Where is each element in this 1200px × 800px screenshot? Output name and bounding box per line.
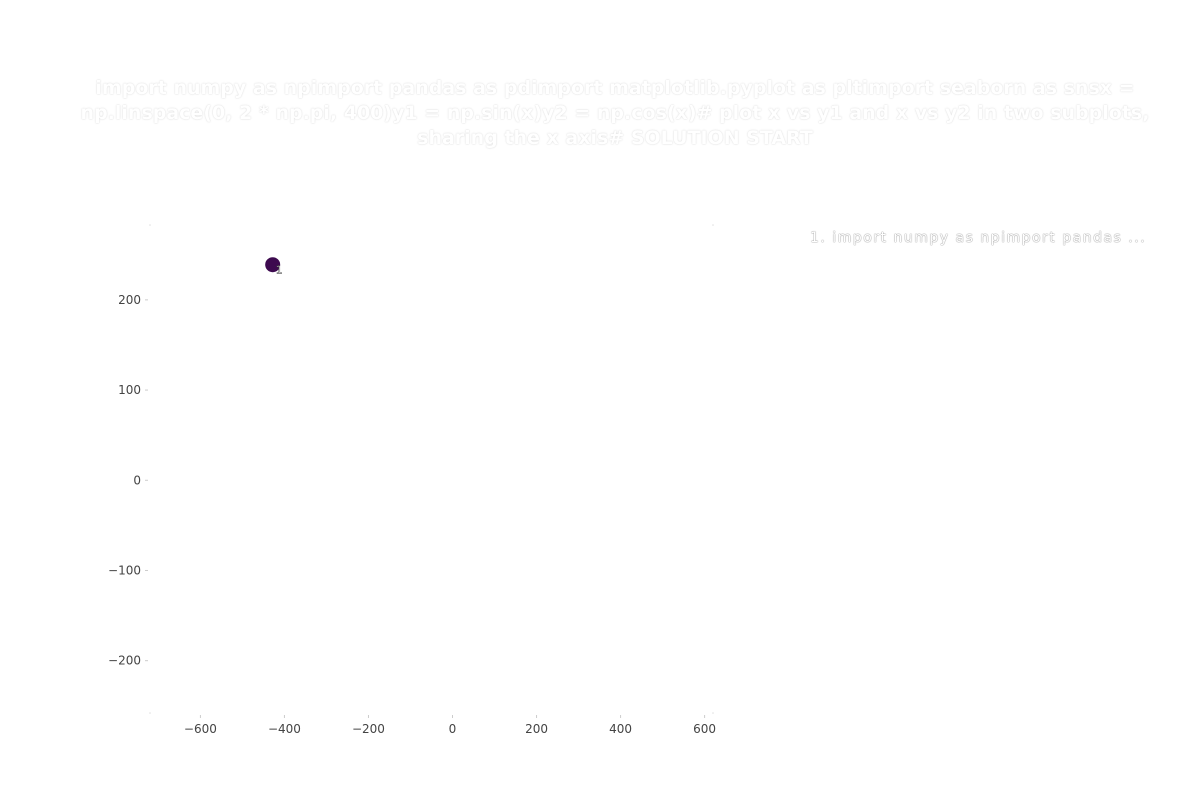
- x-tick-label: 600: [693, 722, 716, 736]
- axes-corner-mark: [149, 224, 151, 226]
- x-tick-label: −600: [184, 722, 217, 736]
- y-tick-label: 200: [118, 293, 141, 307]
- data-point: [265, 257, 281, 273]
- x-axis: −600 −400 −200 0 200 400 600: [184, 715, 716, 736]
- x-tick-label: −400: [268, 722, 301, 736]
- axes-corner-mark: [149, 712, 151, 714]
- data-points: 1: [265, 257, 283, 277]
- y-tick-label: −100: [108, 563, 141, 577]
- y-tick-label: −200: [108, 654, 141, 668]
- axes-corner-mark: [712, 224, 714, 226]
- x-tick-label: 400: [609, 722, 632, 736]
- x-tick-label: −200: [352, 722, 385, 736]
- x-tick-label: 0: [449, 722, 457, 736]
- x-tick-label: 200: [525, 722, 548, 736]
- legend: 1. import numpy as npimport pandas ...: [810, 230, 1146, 246]
- data-point-label: 1: [276, 264, 283, 277]
- axes-corner-mark: [712, 712, 714, 714]
- chart-title: import numpy as npimport pandas as pdimp…: [80, 77, 1150, 149]
- legend-entry: 1. import numpy as npimport pandas ...: [810, 230, 1147, 246]
- y-axis: −200 −100 0 100 200: [108, 224, 714, 714]
- y-tick-label: 100: [118, 383, 141, 397]
- y-tick-label: 0: [133, 473, 141, 487]
